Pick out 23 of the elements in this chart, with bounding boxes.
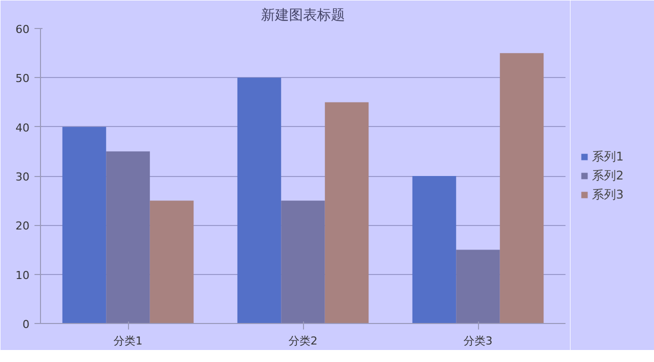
bar [150,200,194,324]
bar [237,78,282,324]
y-tick-label: 10 [16,268,30,282]
legend-label: 系列2 [592,167,624,184]
bar [412,176,456,324]
chart-title: 新建图表标题 [261,8,345,24]
bar [456,250,500,324]
x-tick-label: 分类3 [464,334,492,348]
bar [500,53,544,324]
x-tick-label: 分类1 [114,334,142,348]
bar [324,102,369,324]
bar [62,126,106,324]
y-tick-label: 60 [16,23,30,36]
legend-label: 系列1 [592,148,624,165]
y-tick-label: 30 [16,170,30,184]
legend-label: 系列3 [592,186,624,203]
bar [106,151,150,324]
y-tick-label: 50 [16,72,30,86]
y-tick-label: 40 [16,121,30,134]
bar [281,200,325,324]
x-tick-label: 分类2 [288,334,318,348]
y-tick-label: 20 [16,220,30,233]
y-tick-label: 0 [22,318,30,331]
